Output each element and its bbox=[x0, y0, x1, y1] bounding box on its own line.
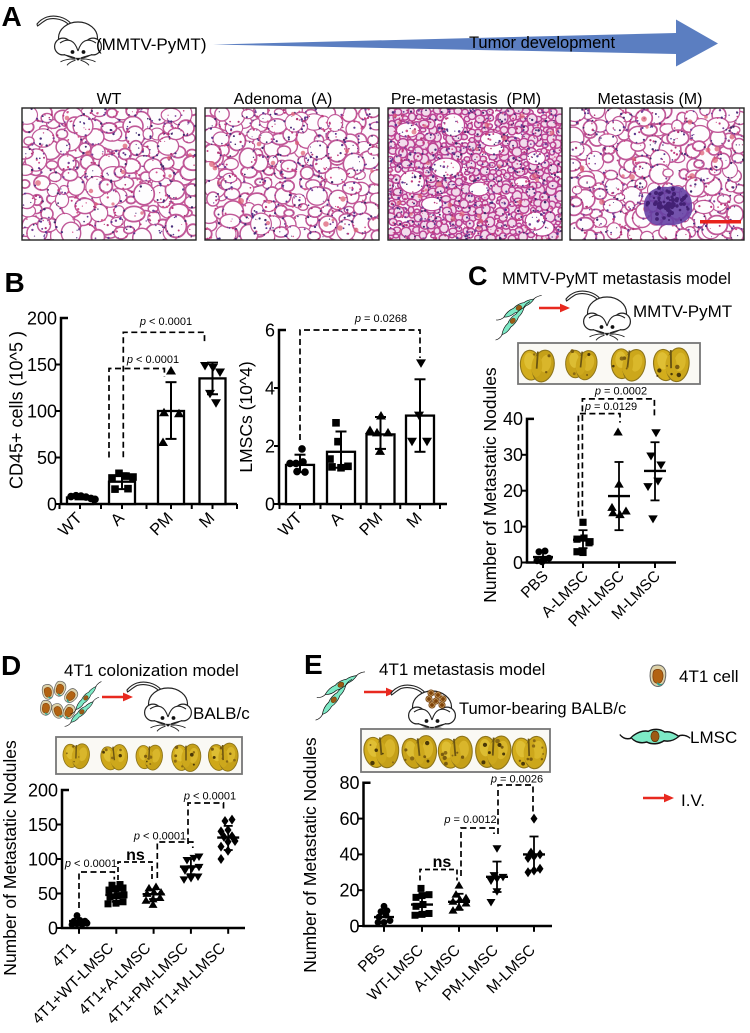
svg-text:50: 50 bbox=[38, 884, 58, 904]
svg-text:Metastasis (M): Metastasis (M) bbox=[598, 91, 703, 108]
svg-text:40: 40 bbox=[339, 845, 359, 865]
svg-text:p < 0.0001: p < 0.0001 bbox=[183, 791, 236, 803]
svg-text:0: 0 bbox=[265, 494, 275, 514]
svg-text:4T1 colonization model: 4T1 colonization model bbox=[64, 661, 239, 680]
svg-text:D: D bbox=[1, 650, 21, 681]
svg-text:20: 20 bbox=[339, 881, 359, 901]
svg-text:MMTV-PyMT metastasis model: MMTV-PyMT metastasis model bbox=[502, 270, 731, 288]
svg-text:Number of Metastatic Nodules: Number of Metastatic Nodules bbox=[300, 737, 320, 973]
svg-text:30: 30 bbox=[503, 445, 523, 465]
svg-text:E: E bbox=[304, 649, 323, 680]
svg-text:6: 6 bbox=[265, 320, 275, 340]
svg-text:I.V.: I.V. bbox=[681, 791, 705, 810]
svg-text:LMSC: LMSC bbox=[690, 728, 737, 747]
svg-text:20: 20 bbox=[503, 481, 523, 501]
svg-text:150: 150 bbox=[28, 815, 58, 835]
svg-text:p < 0.0001: p < 0.0001 bbox=[133, 831, 186, 843]
svg-text:ns: ns bbox=[433, 854, 452, 871]
svg-text:50: 50 bbox=[37, 448, 57, 468]
svg-text:p = 0.0026: p = 0.0026 bbox=[490, 774, 543, 786]
svg-text:p = 0.0012: p = 0.0012 bbox=[443, 814, 496, 826]
svg-text:(MMTV-PyMT): (MMTV-PyMT) bbox=[96, 35, 206, 54]
svg-text:p < 0.0001: p < 0.0001 bbox=[126, 354, 179, 366]
svg-text:4T1 cell: 4T1 cell bbox=[679, 667, 739, 686]
svg-text:Tumor-bearing BALB/c: Tumor-bearing BALB/c bbox=[459, 700, 626, 718]
svg-text:WT: WT bbox=[97, 91, 122, 108]
svg-text:80: 80 bbox=[339, 773, 359, 793]
svg-text:Tumor development: Tumor development bbox=[469, 34, 616, 52]
svg-text:0: 0 bbox=[47, 494, 57, 514]
svg-text:0: 0 bbox=[48, 918, 58, 938]
svg-text:150: 150 bbox=[27, 355, 57, 375]
svg-text:200: 200 bbox=[28, 780, 58, 800]
svg-text:Number of Metastatic Nodules: Number of Metastatic Nodules bbox=[480, 367, 500, 603]
svg-text:Number of Metastatic Nodules: Number of Metastatic Nodules bbox=[0, 740, 20, 976]
svg-text:p < 0.0001: p < 0.0001 bbox=[64, 858, 117, 870]
svg-text:10: 10 bbox=[503, 517, 523, 537]
svg-text:MMTV-PyMT: MMTV-PyMT bbox=[633, 302, 732, 321]
svg-text:p = 0.0268: p = 0.0268 bbox=[354, 313, 407, 325]
svg-text:p < 0.0001: p < 0.0001 bbox=[139, 316, 192, 328]
svg-text:2: 2 bbox=[265, 436, 275, 456]
svg-text:60: 60 bbox=[339, 809, 359, 829]
svg-text:4T1 metastasis model: 4T1 metastasis model bbox=[379, 660, 545, 679]
svg-text:A: A bbox=[2, 1, 22, 32]
svg-text:C: C bbox=[468, 261, 488, 291]
svg-text:CD45+ cells (10^5 ): CD45+ cells (10^5 ) bbox=[7, 331, 27, 489]
svg-text:0: 0 bbox=[349, 916, 359, 936]
svg-text:200: 200 bbox=[27, 308, 57, 328]
svg-text:Pre-metastasis (PM): Pre-metastasis (PM) bbox=[391, 91, 541, 108]
svg-text:4: 4 bbox=[265, 378, 275, 398]
svg-text:BALB/c: BALB/c bbox=[193, 704, 250, 723]
svg-text:B: B bbox=[5, 267, 25, 298]
svg-text:ns: ns bbox=[126, 847, 145, 864]
svg-text:Adenoma (A): Adenoma (A) bbox=[234, 91, 333, 108]
svg-text:100: 100 bbox=[28, 849, 58, 869]
svg-text:40: 40 bbox=[503, 409, 523, 429]
svg-text:100: 100 bbox=[27, 401, 57, 421]
svg-text:p = 0.0129: p = 0.0129 bbox=[584, 401, 637, 413]
svg-text:0: 0 bbox=[513, 553, 523, 573]
svg-text:LMSCs (10^4): LMSCs (10^4) bbox=[236, 361, 256, 472]
svg-text:p = 0.0002: p = 0.0002 bbox=[594, 386, 647, 398]
